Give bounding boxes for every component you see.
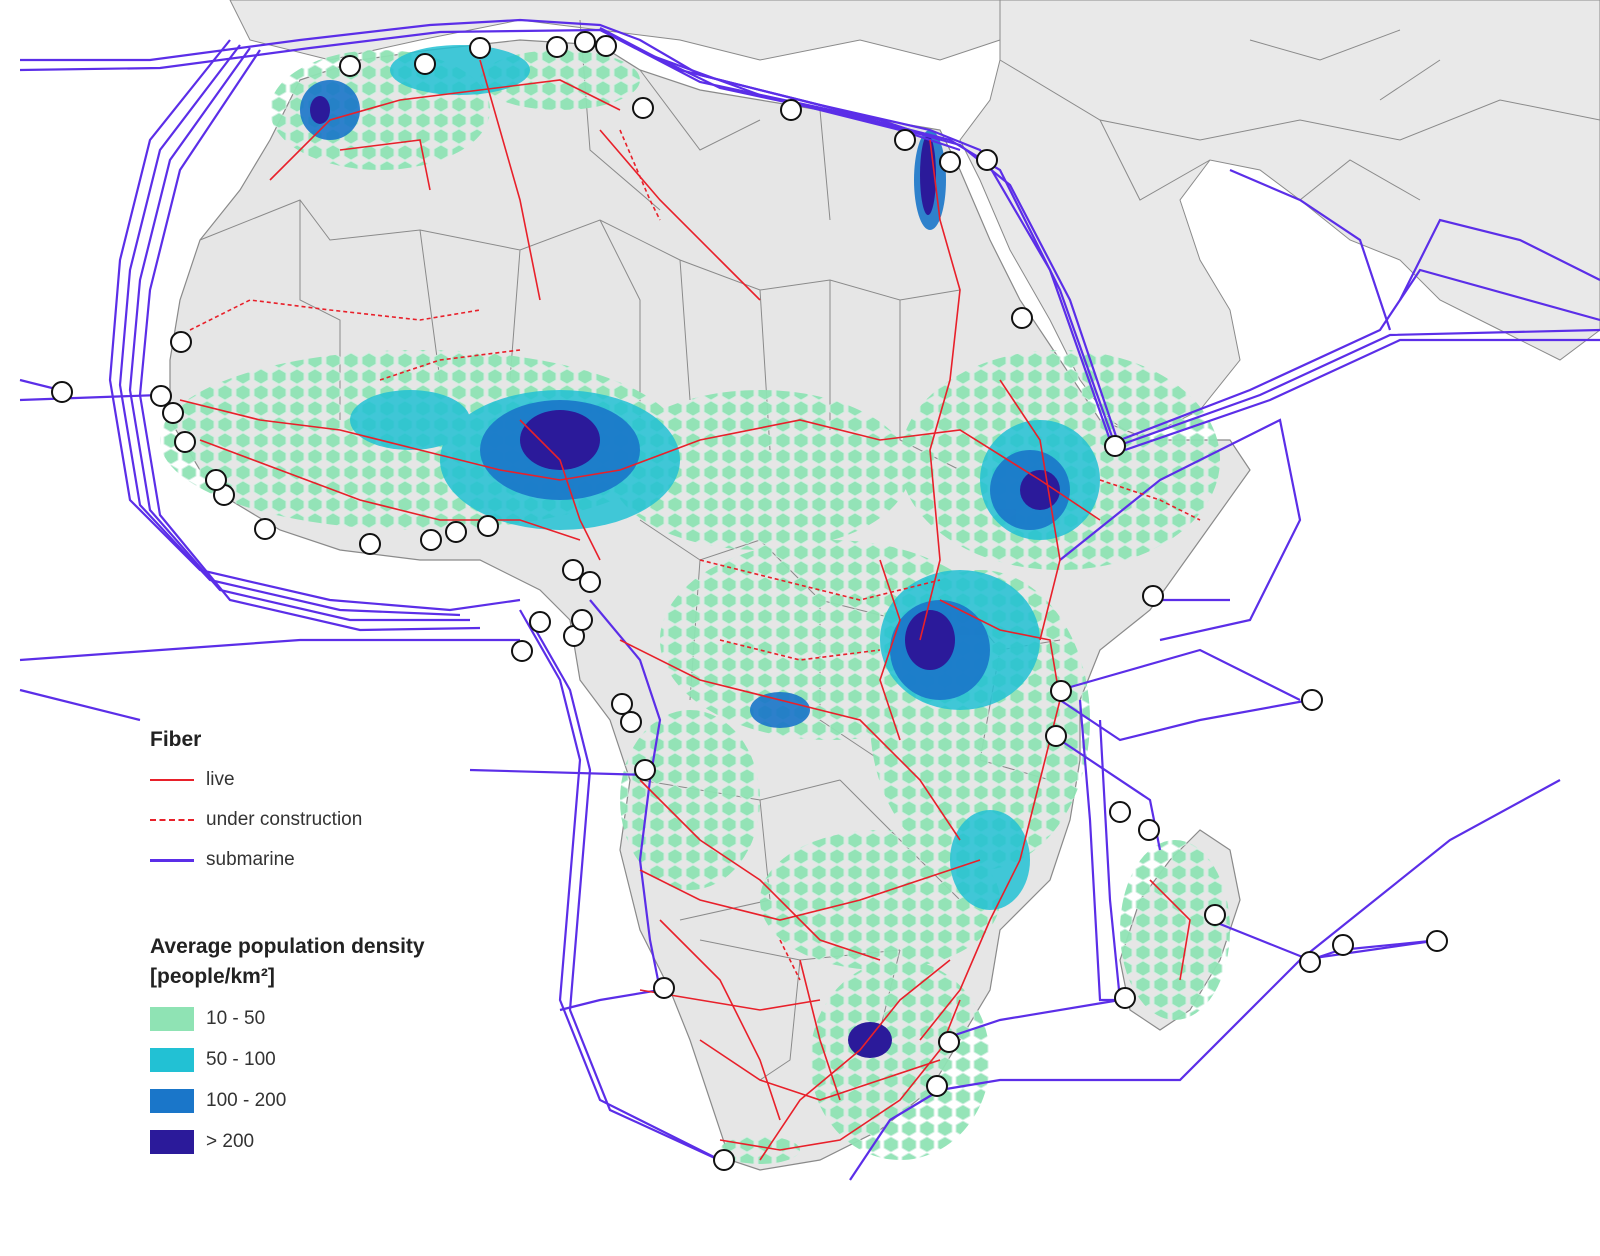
middle-east-land (959, 0, 1600, 441)
legend-item-live: live (150, 760, 570, 800)
live-line-swatch (150, 779, 194, 781)
legend-label-live: live (206, 769, 235, 790)
legend-label-submarine: submarine (206, 849, 295, 870)
submarine-line-swatch (150, 858, 194, 862)
legend-item-under-construction: under construction (150, 800, 570, 840)
density-item-10-50: 10 - 50 (150, 998, 570, 1039)
landing-stations (51, 31, 1448, 1171)
density-label-over-200: > 200 (206, 1130, 255, 1152)
legend-item-submarine: submarine (150, 840, 570, 880)
density-swatch-over-200 (150, 1129, 194, 1154)
density-label-10-50: 10 - 50 (206, 1007, 266, 1029)
density-legend-title: Average population density (150, 935, 425, 958)
fiber-under-construction (189, 129, 1201, 981)
density-item-over-200: > 200 (150, 1121, 570, 1162)
density-label-100-200: 100 - 200 (206, 1089, 287, 1111)
density-swatch-10-50 (150, 1006, 194, 1031)
density-item-100-200: 100 - 200 (150, 1080, 570, 1121)
density-label-50-100: 50 - 100 (206, 1048, 276, 1070)
map-legend: Fiber live under construction submarine … (150, 728, 570, 1162)
fiber-legend-title: Fiber (150, 728, 202, 751)
density-legend-units: [people/km²] (150, 965, 275, 988)
density-item-50-100: 50 - 100 (150, 1039, 570, 1080)
fiber-live (179, 59, 1191, 1161)
submarine-cables (19, 18, 1600, 1181)
density-swatch-50-100 (150, 1047, 194, 1072)
arabia-borders (999, 29, 1600, 201)
legend-label-under-construction: under construction (206, 809, 363, 830)
density-legend: Average population density [people/km²] … (150, 932, 570, 1162)
construction-line-swatch (150, 819, 194, 821)
density-over-200 (310, 96, 1060, 1058)
density-swatch-100-200 (150, 1088, 194, 1113)
